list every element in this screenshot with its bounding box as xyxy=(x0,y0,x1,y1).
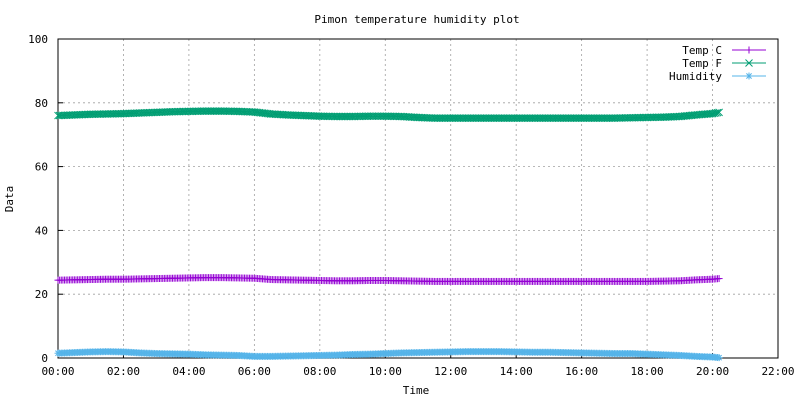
x-tick-label: 20:00 xyxy=(696,365,729,378)
legend-label-temp-f: Temp F xyxy=(682,57,722,70)
y-tick-label: 80 xyxy=(35,97,48,110)
chart-title: Pimon temperature humidity plot xyxy=(314,13,519,26)
axes-ticks: 00:00 02:00 04:00 06:00 08:00 10:00 12:00 14:00… xyxy=(28,33,794,378)
x-tick-label: 12:00 xyxy=(434,365,467,378)
data-point xyxy=(715,354,723,362)
data-point xyxy=(715,275,723,283)
x-tick-label: 00:00 xyxy=(41,365,74,378)
x-tick-label: 18:00 xyxy=(631,365,664,378)
x-tick-label: 08:00 xyxy=(303,365,336,378)
plot-frame xyxy=(57,38,779,359)
y-tick-label: 0 xyxy=(41,352,48,365)
x-tick-label: 14:00 xyxy=(500,365,533,378)
y-tick-label: 40 xyxy=(35,224,48,237)
series-humidity xyxy=(54,348,723,362)
x-tick-label: 06:00 xyxy=(238,365,271,378)
x-tick-label: 22:00 xyxy=(761,365,794,378)
data-point xyxy=(711,109,720,117)
data-point xyxy=(713,108,722,117)
legend-label-humidity: Humidity xyxy=(669,70,722,83)
series-temp-c xyxy=(54,274,723,285)
x-tick-label: 10:00 xyxy=(369,365,402,378)
y-axis-label: Data xyxy=(3,186,16,213)
legend-marker-temp-f xyxy=(745,59,753,67)
series-layer xyxy=(54,107,723,362)
x-axis-label: Time xyxy=(403,384,430,397)
y-tick-label: 100 xyxy=(28,33,48,46)
grid xyxy=(58,39,778,358)
x-tick-label: 04:00 xyxy=(172,365,205,378)
legend-marker-temp-c xyxy=(745,46,753,54)
x-tick-label: 02:00 xyxy=(107,365,140,378)
legend-label-temp-c: Temp C xyxy=(682,44,722,57)
x-tick-label: 16:00 xyxy=(565,365,598,378)
data-point xyxy=(708,109,717,118)
data-point xyxy=(715,108,723,117)
series-temp-f xyxy=(54,107,723,122)
y-tick-label: 20 xyxy=(35,288,48,301)
data-point xyxy=(710,109,719,118)
y-tick-label: 60 xyxy=(35,161,48,174)
legend-marker-humidity xyxy=(745,72,753,80)
